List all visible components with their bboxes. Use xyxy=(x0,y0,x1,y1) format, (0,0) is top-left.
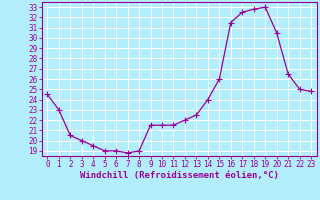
X-axis label: Windchill (Refroidissement éolien,°C): Windchill (Refroidissement éolien,°C) xyxy=(80,171,279,180)
